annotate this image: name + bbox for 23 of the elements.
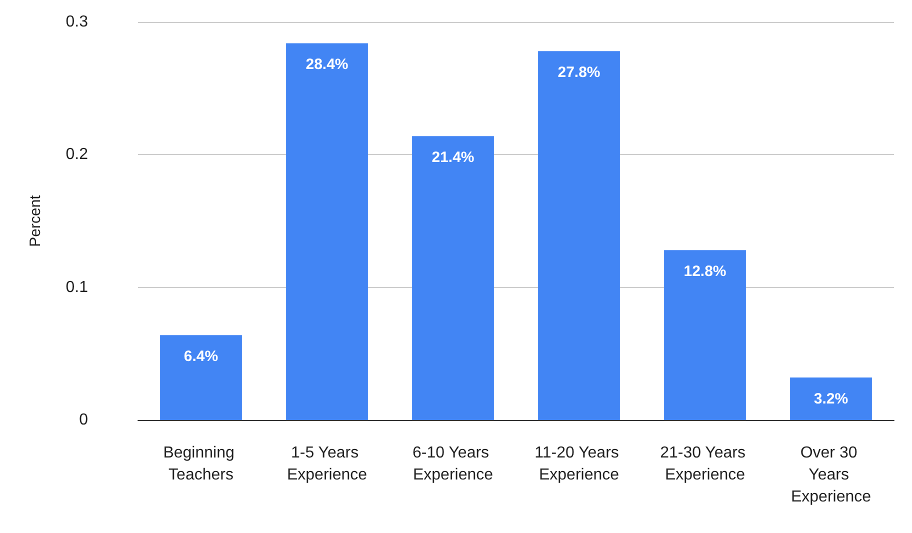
data-label: 21.4%: [432, 149, 474, 166]
bar: [286, 43, 368, 420]
data-label: 27.8%: [558, 64, 600, 82]
data-label: 3.2%: [814, 390, 848, 408]
x-tick-label: Beginning Teachers: [163, 444, 239, 484]
bar: [790, 378, 872, 420]
bar: [412, 136, 494, 420]
y-tick-label: 0.1: [66, 278, 88, 296]
y-axis-title: Percent: [27, 194, 44, 247]
x-tick-label: Over 30 Years Experience: [790, 444, 872, 506]
data-label: 28.4%: [306, 56, 348, 74]
y-tick-label: 0.3: [66, 14, 88, 30]
bar: [160, 335, 242, 420]
y-tick-label: 0: [79, 412, 88, 428]
bar: [538, 51, 620, 420]
x-tick-label: 1-5 Years Experience: [286, 444, 368, 484]
x-tick-label: 21-30 Years Experience: [660, 444, 750, 484]
data-label: 6.4%: [184, 348, 218, 366]
data-label: 12.8%: [684, 263, 726, 280]
x-tick-label: 11-20 Years Experience: [534, 444, 624, 484]
x-tick-label: 6-10 Years Experience: [412, 444, 494, 484]
y-tick-label: 0.2: [66, 146, 88, 164]
bar: [664, 250, 746, 420]
